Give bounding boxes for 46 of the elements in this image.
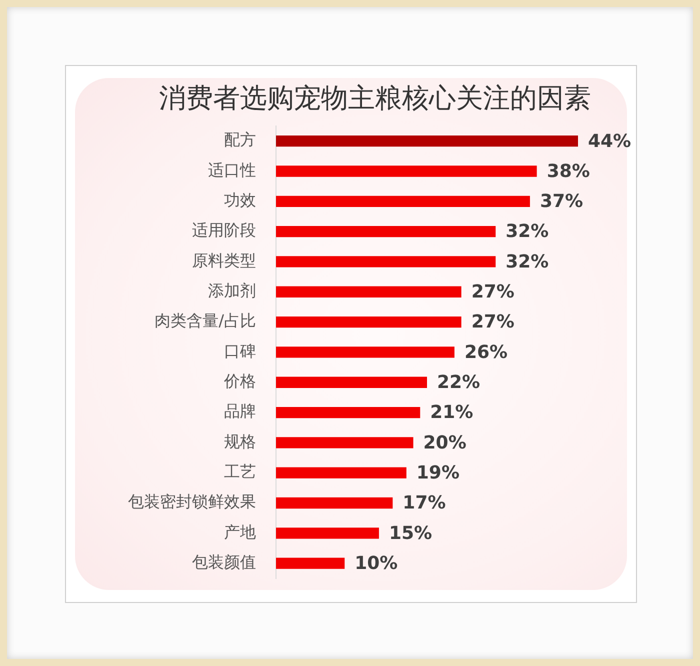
y-tick-label: 适口性 [208, 160, 256, 180]
y-tick-label: 肉类含量/占比 [154, 311, 256, 330]
bar [276, 166, 537, 177]
data-label: 32% [506, 221, 549, 242]
data-label: 37% [540, 191, 584, 212]
bar [276, 528, 379, 539]
data-label: 26% [464, 342, 508, 363]
data-label: 19% [416, 462, 460, 484]
bar [276, 437, 414, 448]
bar [276, 346, 454, 358]
data-label: 22% [437, 372, 480, 394]
data-label: 21% [430, 402, 474, 424]
y-tick-label: 包装密封锁鲜效果 [128, 492, 256, 512]
data-label: 44% [588, 130, 632, 152]
data-label: 32% [506, 251, 549, 272]
bar [276, 286, 462, 298]
data-label: 27% [471, 312, 514, 333]
chart-title: 消费者选购宠物主粮核心关注的因素 [158, 83, 592, 115]
y-tick-label: 适用阶段 [192, 220, 256, 240]
y-tick-label: 价格 [223, 372, 256, 391]
bar [276, 376, 427, 388]
data-label: 15% [388, 522, 432, 544]
y-tick-label: 包装颜值 [192, 552, 256, 572]
y-tick-label: 工艺 [224, 462, 256, 481]
bar [276, 196, 530, 207]
bar [276, 558, 345, 569]
bar [276, 226, 496, 238]
y-tick-label: 品牌 [224, 402, 256, 421]
bar [276, 497, 393, 509]
y-tick-label: 规格 [224, 432, 256, 451]
data-label: 27% [471, 282, 514, 303]
y-tick-label: 口碑 [224, 341, 256, 360]
data-label: 17% [402, 492, 446, 514]
bar [276, 467, 406, 478]
bar [276, 256, 496, 268]
y-tick-label: 配方 [224, 130, 256, 150]
y-tick-label: 功效 [224, 190, 256, 210]
y-tick-label: 原料类型 [192, 250, 256, 270]
bar [276, 316, 462, 328]
bar [276, 406, 420, 418]
y-tick-label: 添加剂 [208, 281, 256, 300]
data-label: 20% [423, 432, 466, 454]
bar [276, 136, 578, 147]
data-label: 10% [354, 552, 398, 574]
y-tick-label: 产地 [224, 522, 256, 542]
data-label: 38% [546, 160, 590, 182]
